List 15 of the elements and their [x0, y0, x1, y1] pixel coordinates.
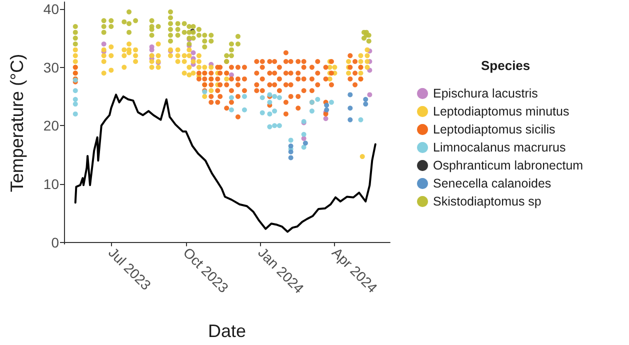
y-tick-label: 40 — [43, 1, 60, 17]
x-axis-title: Date — [208, 321, 246, 341]
y-tick-label: 10 — [43, 176, 60, 192]
y-tick-label: 20 — [43, 118, 60, 134]
y-tick-label: 0 — [51, 234, 60, 250]
y-tick-label: 30 — [43, 59, 60, 76]
y-axis-title: Temperature (°C) — [7, 54, 27, 192]
legend-label: Limnocalanus macrurus — [433, 140, 566, 154]
legend-label: Skistodiaptomus sp — [433, 194, 542, 208]
legend-title: Species — [481, 58, 530, 73]
legend-label: Leptodiaptomus minutus — [433, 104, 570, 118]
legend-label: Epischura lacustris — [433, 86, 538, 100]
legend-label: Leptodiaptomus sicilis — [433, 122, 556, 136]
legend-label: Osphranticum labronectum — [433, 158, 584, 172]
legend-label: Senecella calanoides — [433, 176, 552, 190]
